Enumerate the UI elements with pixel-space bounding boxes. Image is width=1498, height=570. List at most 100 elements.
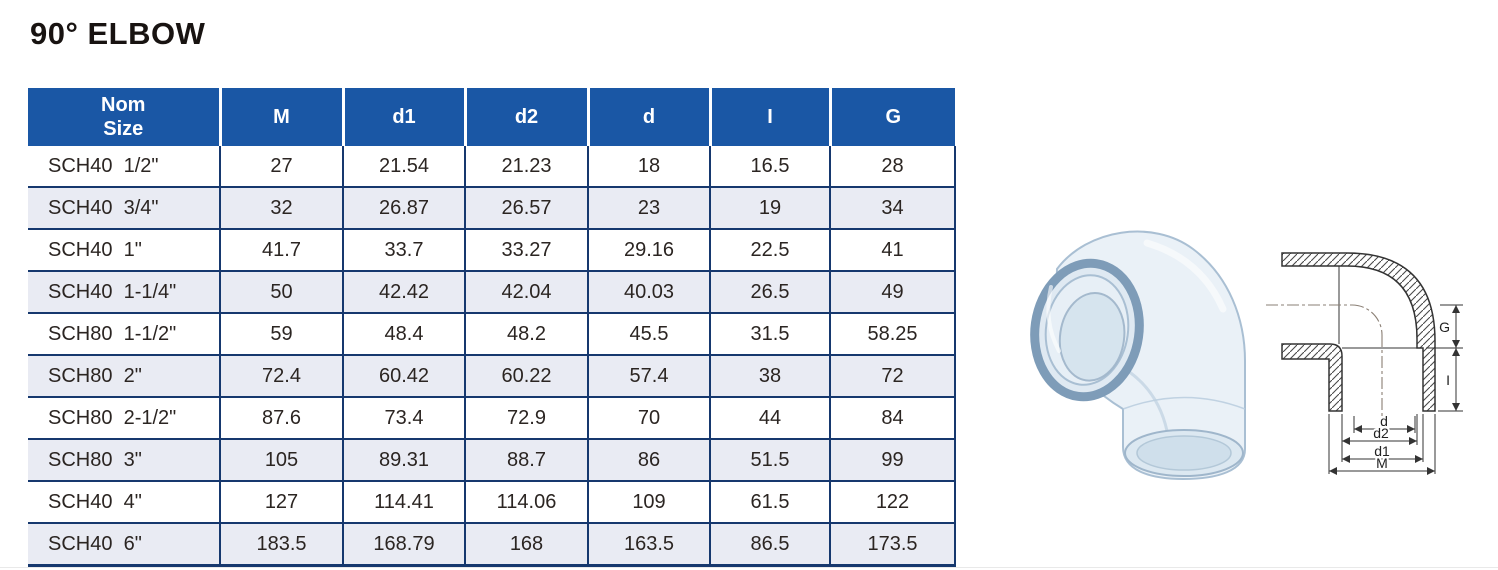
nom-size-cell: SCH40 1/2" [28, 146, 220, 188]
nom-size-cell: SCH80 3" [28, 439, 220, 482]
value-cell: 42.04 [464, 271, 588, 314]
value-cell: 168 [464, 523, 588, 567]
nom-size-cell: SCH80 2-1/2" [28, 397, 220, 440]
value-cell: 60.42 [342, 355, 465, 398]
value-cell: 38 [709, 355, 830, 398]
value-cell: 87.6 [219, 397, 343, 440]
value-cell: 127 [219, 481, 343, 524]
table-row: SCH80 3" 105 89.31 88.7 86 51.5 99 [28, 439, 956, 482]
value-cell: 72 [829, 355, 956, 398]
value-cell: 44 [709, 397, 830, 440]
value-cell: 33.27 [464, 229, 588, 272]
inner-wall-section [1281, 343, 1343, 412]
value-cell: 41.7 [219, 229, 343, 272]
header-row: Nom Size M d1 d2 d I G [28, 88, 955, 146]
table-row: SCH80 2-1/2" 87.6 73.4 72.9 70 44 84 [28, 397, 956, 440]
value-cell: 19 [709, 187, 830, 230]
value-cell: 28 [829, 146, 956, 188]
table-row: SCH40 6" 183.5 168.79 168 163.5 86.5 173.5 [28, 523, 956, 567]
col-header-d2: d2 [463, 88, 588, 146]
nom-size-cell: SCH40 3/4" [28, 187, 220, 230]
table-row: SCH40 4" 127 114.41 114.06 109 61.5 122 [28, 481, 956, 524]
value-cell: 45.5 [587, 313, 710, 356]
bottom-divider [0, 567, 1498, 568]
value-cell: 99 [829, 439, 956, 482]
value-cell: 29.16 [587, 229, 710, 272]
value-cell: 183.5 [219, 523, 343, 567]
outer-wall-section [1281, 252, 1436, 412]
table-row: SCH80 1-1/2" 59 48.4 48.2 45.5 31.5 58.25 [28, 313, 956, 356]
nom-size-cell: SCH40 1" [28, 229, 220, 272]
value-cell: 27 [219, 146, 343, 188]
col-header-d: d [586, 88, 710, 146]
elbow-photo [1030, 230, 1246, 481]
value-cell: 88.7 [464, 439, 588, 482]
table-row: SCH40 1" 41.7 33.7 33.27 29.16 22.5 41 [28, 229, 956, 272]
value-cell: 86 [587, 439, 710, 482]
value-cell: 122 [829, 481, 956, 524]
value-cell: 32 [219, 187, 343, 230]
value-cell: 59 [219, 313, 343, 356]
nom-size-cell: SCH80 2" [28, 355, 220, 398]
value-cell: 109 [587, 481, 710, 524]
value-cell: 42.42 [342, 271, 465, 314]
value-cell: 173.5 [829, 523, 956, 567]
value-cell: 89.31 [342, 439, 465, 482]
value-cell: 86.5 [709, 523, 830, 567]
centerlines [1266, 304, 1383, 418]
value-cell: 26.57 [464, 187, 588, 230]
value-cell: 73.4 [342, 397, 465, 440]
value-cell: 114.06 [464, 481, 588, 524]
value-cell: 48.4 [342, 313, 465, 356]
col-header-g: G [828, 88, 955, 146]
value-cell: 105 [219, 439, 343, 482]
value-cell: 72.9 [464, 397, 588, 440]
value-cell: 21.54 [342, 146, 465, 188]
value-cell: 23 [587, 187, 710, 230]
value-cell: 16.5 [709, 146, 830, 188]
nom-size-cell: SCH80 1-1/2" [28, 313, 220, 356]
dim-label-g: G [1439, 319, 1450, 335]
value-cell: 48.2 [464, 313, 588, 356]
dim-label-d2: d2 [1373, 425, 1389, 441]
value-cell: 50 [219, 271, 343, 314]
col-header-nom-size: Nom Size [28, 88, 220, 146]
value-cell: 18 [587, 146, 710, 188]
value-cell: 22.5 [709, 229, 830, 272]
nom-size-cell: SCH40 1-1/4" [28, 271, 220, 314]
value-cell: 51.5 [709, 439, 830, 482]
table-row: SCH40 3/4" 32 26.87 26.57 23 19 34 [28, 187, 956, 230]
value-cell: 84 [829, 397, 956, 440]
dim-label-i: I [1446, 372, 1450, 388]
value-cell: 40.03 [587, 271, 710, 314]
value-cell: 57.4 [587, 355, 710, 398]
col-header-d1: d1 [341, 88, 465, 146]
value-cell: 26.5 [709, 271, 830, 314]
value-cell: 31.5 [709, 313, 830, 356]
dim-label-m: M [1376, 455, 1388, 471]
value-cell: 60.22 [464, 355, 588, 398]
value-cell: 61.5 [709, 481, 830, 524]
table-row: SCH80 2" 72.4 60.42 60.22 57.4 38 72 [28, 355, 956, 398]
elbow-socket-rim [1030, 258, 1144, 402]
value-cell: 21.23 [464, 146, 588, 188]
value-cell: 72.4 [219, 355, 343, 398]
dim-label-d: d [1380, 413, 1388, 429]
nom-size-cell: SCH40 4" [28, 481, 220, 524]
value-cell: 33.7 [342, 229, 465, 272]
table-row: SCH40 1-1/4" 50 42.42 42.04 40.03 26.5 49 [28, 271, 956, 314]
dim-label-d1: d1 [1374, 443, 1390, 459]
value-cell: 70 [587, 397, 710, 440]
value-cell: 168.79 [342, 523, 465, 567]
col-header-m: M [218, 88, 343, 146]
value-cell: 26.87 [342, 187, 465, 230]
value-cell: 34 [829, 187, 956, 230]
table-row: SCH40 1/2" 27 21.54 21.23 18 16.5 28 [28, 146, 956, 188]
table-body: SCH40 1/2" 27 21.54 21.23 18 16.5 28 SCH40 3/4"… [28, 146, 956, 567]
spec-table: Nom Size M d1 d2 d I G SCH40 1/2" 27 21.54… [28, 88, 956, 567]
value-cell: 58.25 [829, 313, 956, 356]
value-cell: 49 [829, 271, 956, 314]
nom-size-cell: SCH40 6" [28, 523, 220, 567]
elbow-dimension-drawing: G I d d2 d1 M [1266, 252, 1463, 475]
page-title: 90° ELBOW [30, 16, 206, 51]
